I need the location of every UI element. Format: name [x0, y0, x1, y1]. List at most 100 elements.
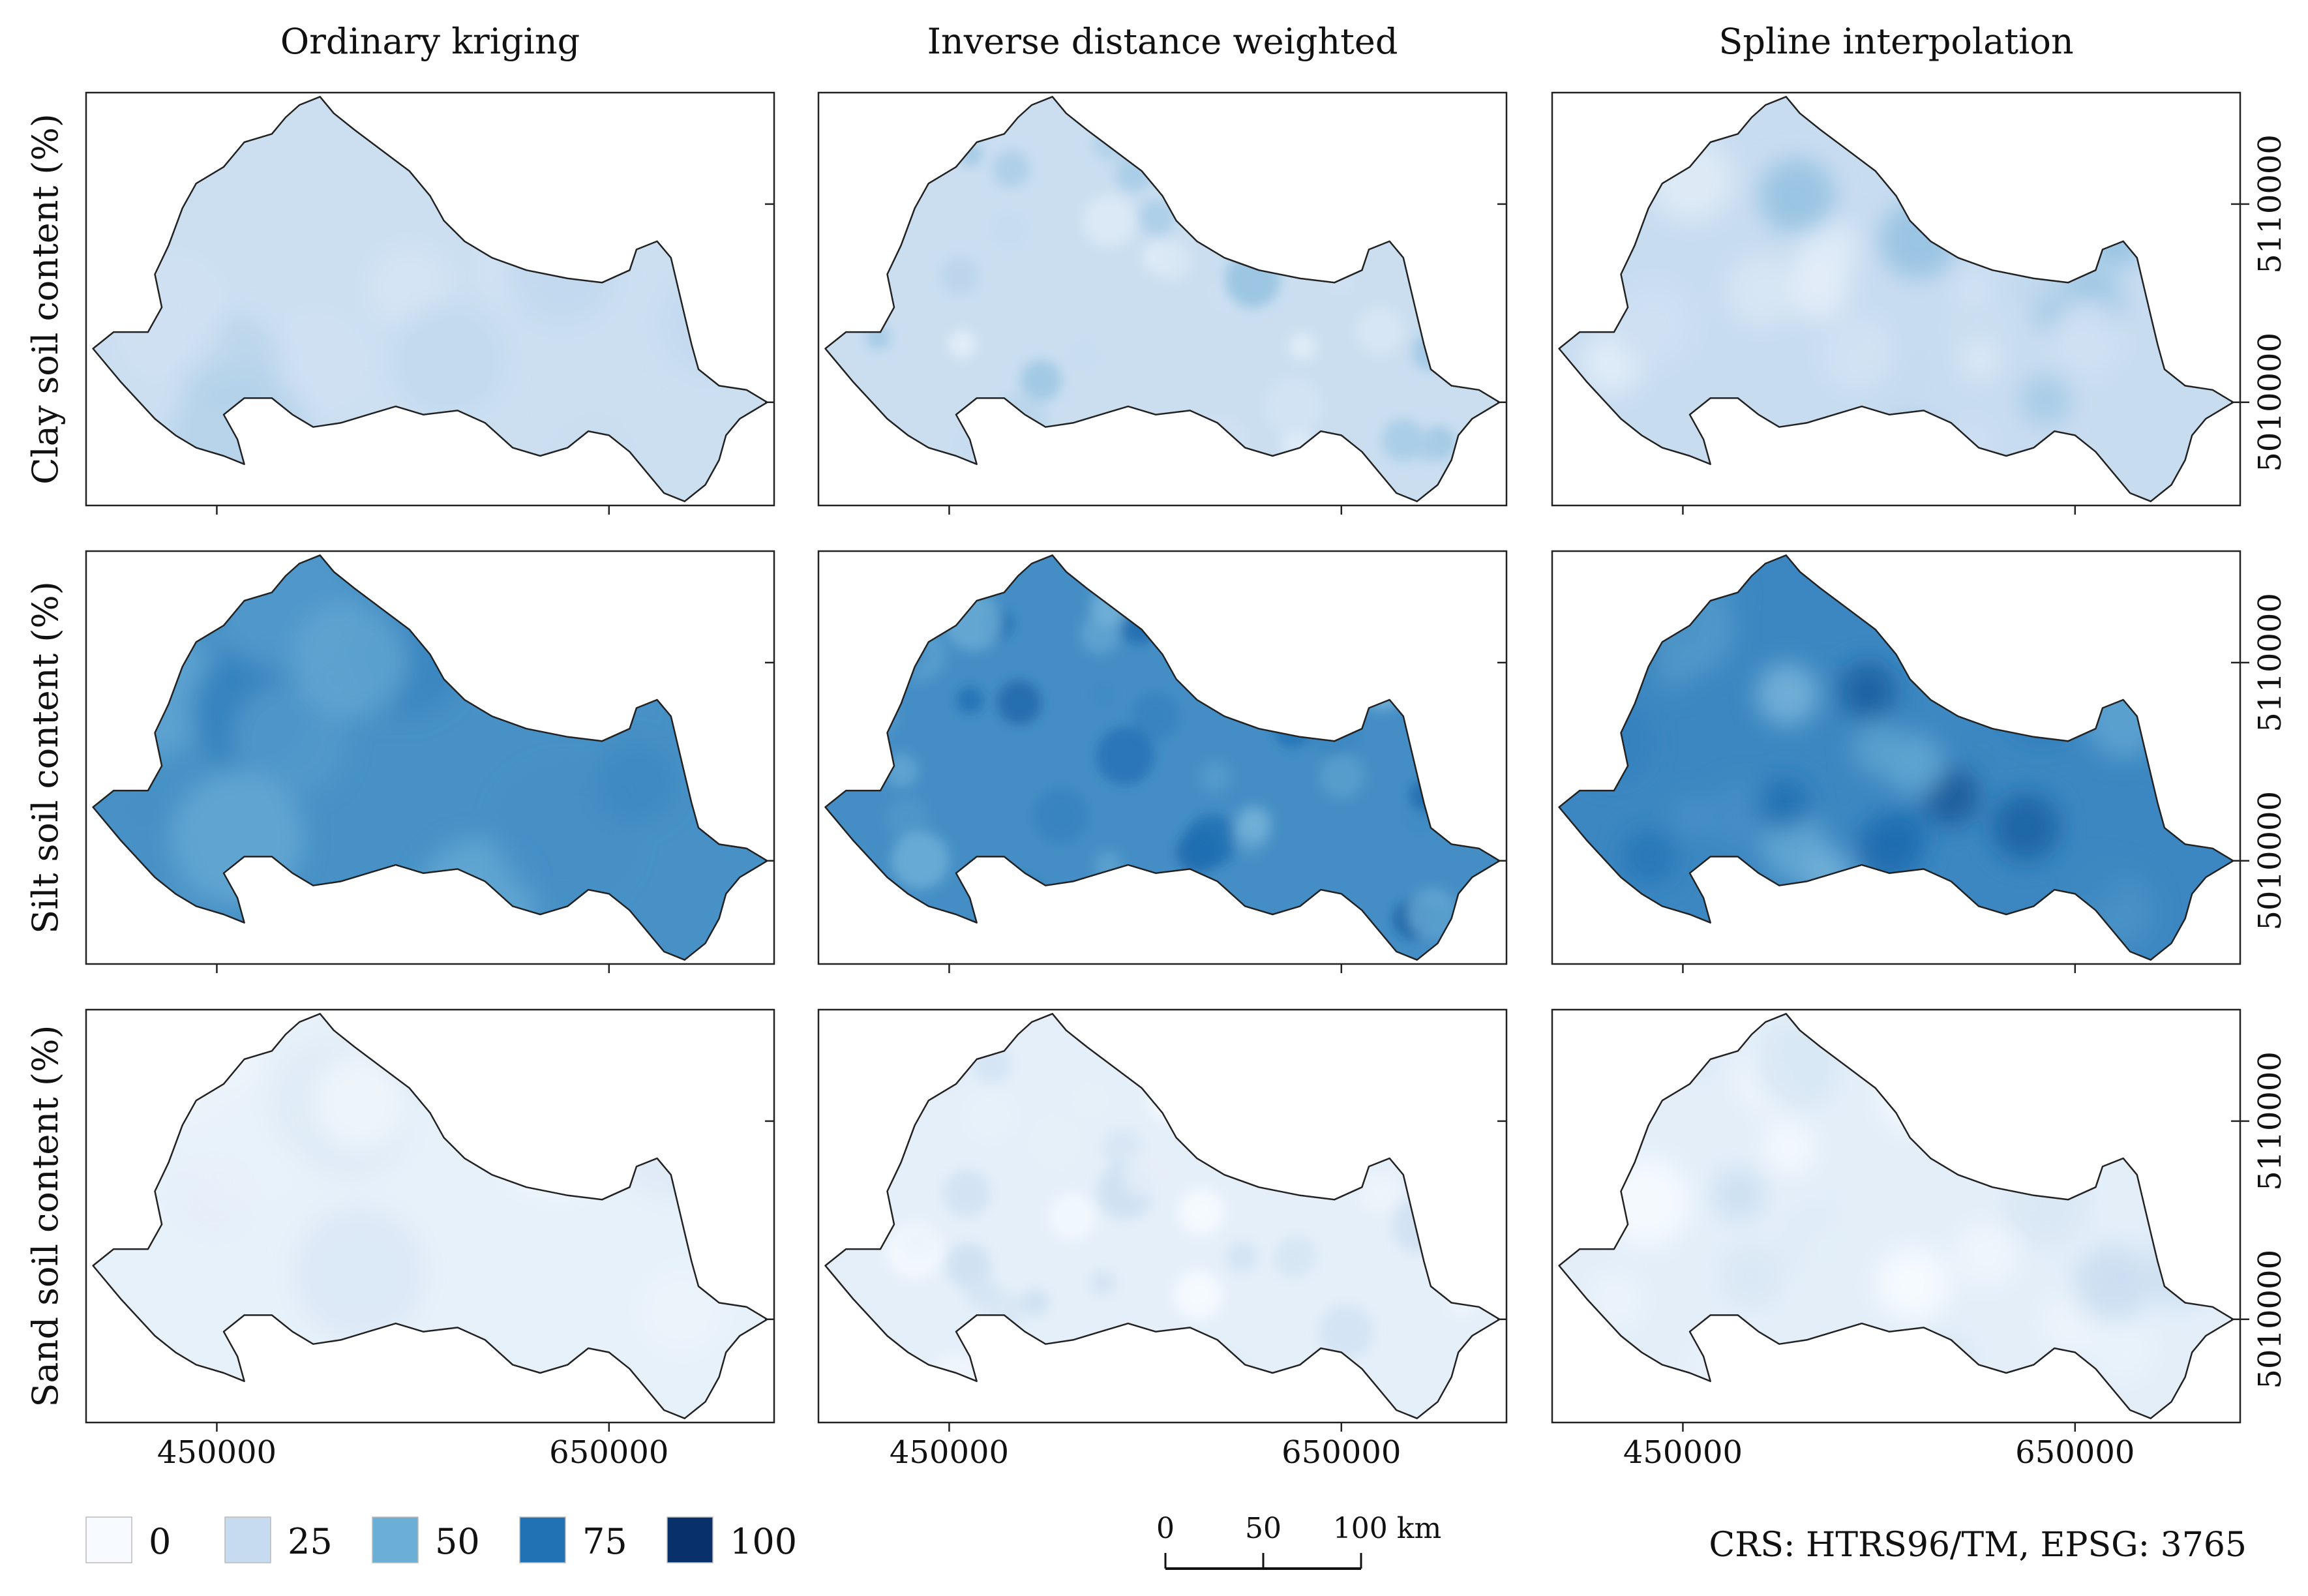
map-panel: [1551, 91, 2241, 515]
panel-frame: [817, 91, 1508, 507]
value-blob: [1194, 415, 1250, 471]
row-label: Sand soil content (%): [25, 1025, 66, 1408]
value-blob: [1758, 777, 1810, 830]
value-blob: [1210, 641, 1266, 697]
value-blob: [987, 902, 1018, 933]
panel-frame: [817, 1008, 1508, 1424]
map-panel: [817, 91, 1508, 515]
value-blob: [944, 593, 1002, 651]
value-blob: [1953, 421, 1991, 460]
legend-swatch: [224, 1516, 271, 1563]
row-labels: Clay soil content (%) Silt soil content (…: [25, 113, 66, 1407]
scale-bar-label: 100 km: [1333, 1512, 1441, 1545]
value-blob: [2075, 863, 2118, 906]
legend-label: 75: [582, 1521, 627, 1562]
map-panel: [85, 91, 775, 515]
value-blob: [1051, 905, 1086, 939]
value-blob: [1753, 1023, 1839, 1109]
row-label: Silt soil content (%): [25, 581, 66, 934]
value-blob: [645, 1038, 768, 1173]
value-blob: [1879, 1057, 1955, 1133]
value-blob: [1020, 359, 1062, 402]
panel-frame: [85, 1008, 775, 1424]
value-blob: [886, 798, 927, 839]
value-blob: [685, 149, 768, 245]
value-blob: [1090, 682, 1117, 708]
value-blob: [1238, 1079, 1263, 1104]
region-outline: [92, 554, 768, 961]
scale-bar: 0 50 100 km: [1156, 1512, 1441, 1570]
value-blob: [1306, 700, 1362, 757]
region-fill: [825, 555, 1500, 960]
value-blob: [1049, 1193, 1096, 1240]
value-blob: [1203, 1087, 1257, 1141]
value-blob: [1273, 124, 1299, 150]
legend-label: 50: [435, 1521, 480, 1562]
value-blob: [1090, 588, 1129, 627]
value-blob: [862, 1145, 899, 1182]
value-blob: [1954, 270, 1992, 308]
value-blob: [1611, 281, 1696, 367]
column-title: Inverse distance weighted: [927, 21, 1398, 62]
value-blob: [1151, 240, 1192, 281]
value-blob: [940, 256, 979, 295]
region-outline: [824, 554, 1501, 961]
value-blob: [1184, 814, 1238, 867]
value-blob: [984, 1289, 1026, 1331]
panel-frame: [1551, 550, 2241, 965]
value-blob: [1879, 201, 1957, 279]
y-tick-label: 5110000: [2252, 593, 2288, 732]
region-outline: [1558, 96, 2234, 502]
value-blob: [169, 370, 310, 502]
x-tick-label: 650000: [2015, 1434, 2135, 1471]
region-outline: [824, 1013, 1501, 1419]
value-blob: [659, 270, 765, 376]
value-blob: [1173, 1270, 1223, 1320]
value-blob: [292, 1205, 427, 1341]
value-blob: [856, 1072, 902, 1118]
value-blob: [972, 1044, 1012, 1085]
value-blob: [1920, 1029, 1998, 1107]
value-blob: [948, 330, 977, 358]
value-blob: [1324, 263, 1355, 295]
value-blob: [1412, 332, 1450, 370]
value-blob: [2052, 297, 2125, 369]
value-blob: [855, 413, 913, 472]
value-blob: [964, 1090, 1017, 1143]
value-blob: [1870, 809, 1928, 867]
value-blob: [1130, 691, 1180, 742]
value-blob: [1022, 1288, 1049, 1316]
map-panel: [1551, 550, 2241, 973]
legend: 0 25 50 75 100: [85, 1516, 797, 1563]
value-blob: [1360, 1173, 1399, 1212]
y-tick-label: 5010000: [2252, 333, 2288, 472]
value-blob: [1124, 1149, 1171, 1197]
value-blob: [1274, 712, 1311, 748]
value-blob: [1216, 659, 1261, 705]
legend-label: 0: [149, 1521, 171, 1562]
value-blob: [1120, 607, 1158, 645]
legend-swatch: [372, 1516, 419, 1563]
column-titles: Ordinary kriging Inverse distance weighte…: [280, 21, 2074, 62]
value-blob: [1225, 1241, 1259, 1274]
value-blob: [2086, 204, 2149, 267]
value-blob: [2033, 168, 2081, 216]
value-blob: [1409, 644, 1441, 676]
value-blob: [290, 602, 408, 719]
x-tick-label: 650000: [1281, 1434, 1401, 1471]
value-blob: [1276, 1235, 1318, 1277]
value-blob: [914, 1039, 964, 1089]
value-blob: [488, 1055, 627, 1194]
value-blob: [1649, 138, 1733, 221]
scale-bar-label: 50: [1245, 1512, 1281, 1545]
value-blob: [1385, 175, 1424, 215]
value-blob: [1851, 722, 1906, 777]
value-blob: [993, 150, 1030, 188]
legend-label: 100: [730, 1521, 797, 1562]
value-blob: [2091, 1319, 2153, 1381]
value-blob: [1083, 194, 1135, 247]
value-blob: [262, 309, 370, 417]
scale-bar-label: 0: [1156, 1512, 1175, 1545]
value-blob: [1405, 1146, 1446, 1188]
